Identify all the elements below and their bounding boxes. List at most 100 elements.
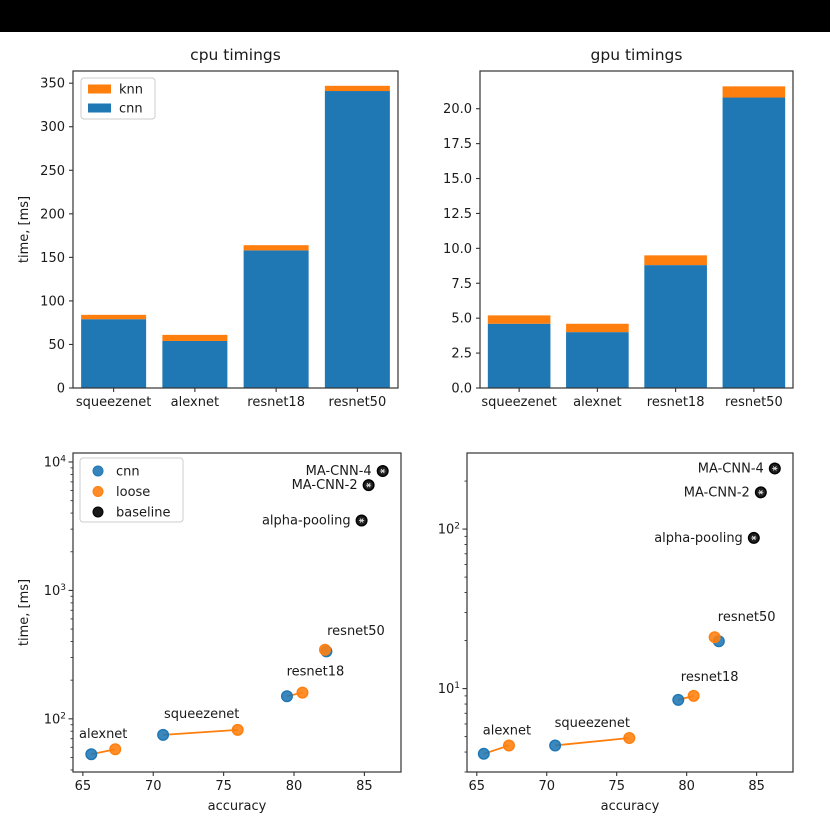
legend: knn cnn <box>80 77 156 120</box>
data-point-loose-resnet50 <box>708 631 721 644</box>
y-tick-label: 104 <box>44 454 67 470</box>
x-tick-label: 85 <box>356 779 373 794</box>
y-tick-label: 350 <box>40 77 65 92</box>
annotation-MA-CNN-2: MA-CNN-2 <box>292 478 358 493</box>
legend-marker-cnn <box>92 465 104 477</box>
annotation-MA-CNN-4: MA-CNN-4 <box>698 461 764 476</box>
x-category-label: resnet18 <box>647 395 705 410</box>
bar-knn-resnet50 <box>324 85 390 92</box>
annotation-MA-CNN-2: MA-CNN-2 <box>684 485 750 500</box>
legend-label-cnn: cnn <box>116 465 140 480</box>
y-tick-label: 250 <box>40 164 65 179</box>
bar-cnn-resnet50 <box>722 97 786 388</box>
cpu_bars-chart: 0 50 100 150 200 250 300 350 squeezenet alexnet re… <box>17 46 399 410</box>
legend-label-knn: knn <box>119 83 143 98</box>
y-tick-label: 17.5 <box>443 137 472 152</box>
bar-knn-alexnet <box>566 323 629 333</box>
y-tick-label: 100 <box>40 294 65 309</box>
baseline-marker-highlight <box>366 482 372 488</box>
y-tick-label: 5.0 <box>451 312 472 327</box>
bar-knn-squeezenet <box>81 314 147 320</box>
bar-cnn-alexnet <box>162 340 228 388</box>
data-point-loose-resnet18 <box>687 689 700 702</box>
annotation-alpha-pooling: alpha-pooling <box>262 514 351 529</box>
bar-cnn-squeezenet <box>487 323 551 388</box>
top-black-bar <box>0 0 830 32</box>
chart-title: cpu timings <box>190 46 281 64</box>
legend-label-baseline: baseline <box>116 506 170 521</box>
y-tick-label: 200 <box>40 207 65 222</box>
connector-squeezenet <box>163 729 238 736</box>
baseline-marker-highlight <box>380 468 386 474</box>
y-tick-label: 12.5 <box>443 207 472 222</box>
baseline-marker-highlight <box>358 518 365 523</box>
gpu_bars-chart: 0.0 2.5 5.0 7.5 10.0 12.5 15.0 17.5 20.0 squeezen… <box>443 46 794 410</box>
y-tick-label: 101 <box>438 681 460 697</box>
annotation-alexnet: alexnet <box>79 727 127 742</box>
legend: cnn loose baseline <box>79 457 184 523</box>
chart-title: gpu timings <box>591 46 683 64</box>
cpu_scatter-chart: 102 103 104 65 70 75 80 85 accuracy time, [ms] ale… <box>17 452 402 814</box>
plot-border <box>479 70 794 389</box>
bar-cnn-alexnet <box>566 332 629 388</box>
annotation-alexnet: alexnet <box>483 723 531 738</box>
y-tick-label: 103 <box>44 583 66 599</box>
baseline-marker-highlight <box>751 535 757 541</box>
bar-cnn-resnet50 <box>324 91 390 389</box>
data-point-loose-alexnet <box>109 743 122 756</box>
data-point-cnn-alexnet <box>85 748 98 761</box>
annotation-squeezenet: squeezenet <box>555 716 630 731</box>
y-tick-label: 102 <box>438 522 460 538</box>
bar-knn-squeezenet <box>487 315 551 324</box>
y-axis-label: time, [ms] <box>17 579 32 646</box>
annotation-resnet18: resnet18 <box>681 670 739 685</box>
x-tick-label: 65 <box>75 779 92 794</box>
y-tick-label: 15.0 <box>443 172 472 187</box>
x-tick-label: 70 <box>538 779 555 794</box>
y-tick-label: 300 <box>40 120 65 135</box>
x-tick-label: 85 <box>748 779 765 794</box>
baseline-marker-highlight <box>772 466 778 471</box>
plot-border <box>466 452 794 773</box>
legend-swatch-knn <box>88 84 111 94</box>
bar-cnn-resnet18 <box>644 265 707 388</box>
x-tick-label: 75 <box>215 779 232 794</box>
legend-label-loose: loose <box>116 485 150 500</box>
y-tick-label: 50 <box>48 338 65 353</box>
bar-cnn-squeezenet <box>81 319 147 388</box>
bar-knn-alexnet <box>162 334 228 341</box>
data-point-cnn-squeezenet <box>549 739 562 752</box>
bar-cnn-resnet18 <box>243 250 309 388</box>
x-tick-label: 70 <box>145 779 162 794</box>
data-point-cnn-resnet18 <box>280 690 293 703</box>
x-axis-label: accuracy <box>601 799 660 814</box>
annotation-alpha-pooling: alpha-pooling <box>654 531 743 546</box>
y-tick-label: 150 <box>40 251 65 266</box>
connector-squeezenet <box>555 737 630 747</box>
y-tick-label: 0 <box>57 382 65 397</box>
x-tick-label: 80 <box>286 779 303 794</box>
legend-marker-baseline <box>92 506 104 518</box>
annotation-resnet18: resnet18 <box>287 665 345 680</box>
y-tick-label: 102 <box>44 711 66 727</box>
bar-knn-resnet50 <box>722 86 786 98</box>
data-point-loose-resnet50 <box>318 643 331 656</box>
legend-swatch-cnn <box>88 103 111 113</box>
annotation-MA-CNN-4: MA-CNN-4 <box>306 464 372 479</box>
legend-box <box>79 457 184 523</box>
plot-border <box>72 452 402 773</box>
x-tick-label: 80 <box>678 779 695 794</box>
y-tick-label: 0.0 <box>451 382 472 397</box>
baseline-marker-highlight <box>758 490 764 495</box>
bar-knn-resnet18 <box>243 245 309 251</box>
data-point-cnn-squeezenet <box>157 728 170 741</box>
y-tick-label: 7.5 <box>451 277 472 292</box>
x-category-label: alexnet <box>573 395 621 410</box>
legend-marker-loose <box>92 486 104 497</box>
data-point-loose-squeezenet <box>623 731 636 744</box>
annotation-squeezenet: squeezenet <box>164 707 239 722</box>
bar-knn-resnet18 <box>644 255 707 266</box>
